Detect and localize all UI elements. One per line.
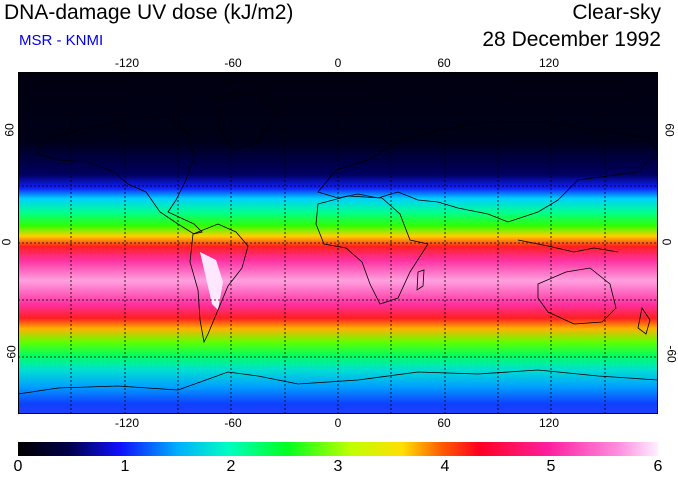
- eurasia-outline: [317, 121, 658, 223]
- indonesia-outline: [517, 239, 619, 253]
- coastlines: [18, 91, 658, 395]
- right-lat-label: 0: [659, 238, 674, 246]
- greenland-outline: [217, 91, 279, 151]
- scale-label: 2: [226, 458, 236, 475]
- uv-dose-map: [18, 72, 658, 414]
- color-scale-gradient: [18, 442, 658, 456]
- map-title: DNA-damage UV dose (kJ/m2): [4, 1, 294, 24]
- bottom-lon-label: 0: [334, 416, 342, 430]
- uv-hotspot: [200, 252, 223, 310]
- top-lon-label: 0: [334, 56, 342, 70]
- bottom-lon-label: -120: [114, 416, 140, 430]
- scale-label: 1: [120, 458, 130, 475]
- scale-label: 6: [653, 458, 663, 475]
- bottom-lon-label: 60: [437, 416, 451, 430]
- graticule: [18, 72, 658, 414]
- africa-outline: [315, 195, 429, 305]
- top-lon-label: -60: [224, 56, 242, 70]
- scale-label: 0: [13, 458, 23, 475]
- new-zealand-outline: [637, 306, 651, 335]
- madagascar-outline: [416, 269, 425, 291]
- sky-condition: Clear-sky: [572, 1, 661, 24]
- left-lat-label: 60: [2, 123, 17, 137]
- top-lon-label: 120: [538, 56, 560, 70]
- antarctica-outline: [18, 369, 658, 395]
- map-subtitle: MSR - KNMI: [19, 32, 104, 49]
- scale-label: 5: [546, 458, 556, 475]
- color-scale-bar: [18, 442, 658, 456]
- map-frame: [18, 72, 658, 414]
- left-lat-label: -60: [4, 345, 19, 363]
- bottom-lon-label: -60: [224, 416, 242, 430]
- map-date: 28 December 1992: [482, 28, 661, 51]
- south-america-outline: [189, 223, 249, 344]
- scale-label: 4: [440, 458, 450, 475]
- top-lon-label: -120: [114, 56, 140, 70]
- right-lat-label: 60: [662, 123, 677, 137]
- scale-label: 3: [333, 458, 343, 475]
- australia-outline: [537, 267, 617, 325]
- bottom-lon-label: 120: [538, 416, 560, 430]
- right-lat-label: -60: [664, 345, 678, 363]
- north-america-outline: [37, 116, 203, 235]
- left-lat-label: 0: [0, 238, 14, 246]
- top-lon-label: 60: [437, 56, 451, 70]
